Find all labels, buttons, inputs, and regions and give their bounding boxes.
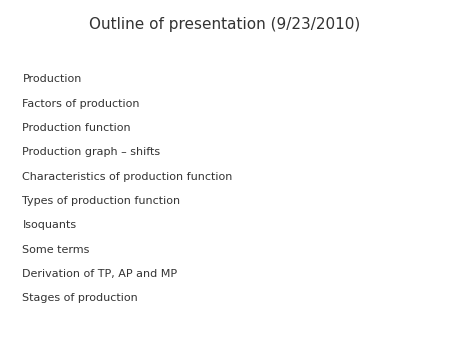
Text: Isoquants: Isoquants — [22, 220, 76, 231]
Text: Factors of production: Factors of production — [22, 99, 140, 109]
Text: Production: Production — [22, 74, 82, 84]
Text: Types of production function: Types of production function — [22, 196, 180, 206]
Text: Outline of presentation (9/23/2010): Outline of presentation (9/23/2010) — [90, 17, 360, 32]
Text: Derivation of TP, AP and MP: Derivation of TP, AP and MP — [22, 269, 178, 279]
Text: Stages of production: Stages of production — [22, 293, 138, 304]
Text: Some terms: Some terms — [22, 245, 90, 255]
Text: Production function: Production function — [22, 123, 131, 133]
Text: Production graph – shifts: Production graph – shifts — [22, 147, 161, 158]
Text: Characteristics of production function: Characteristics of production function — [22, 172, 233, 182]
